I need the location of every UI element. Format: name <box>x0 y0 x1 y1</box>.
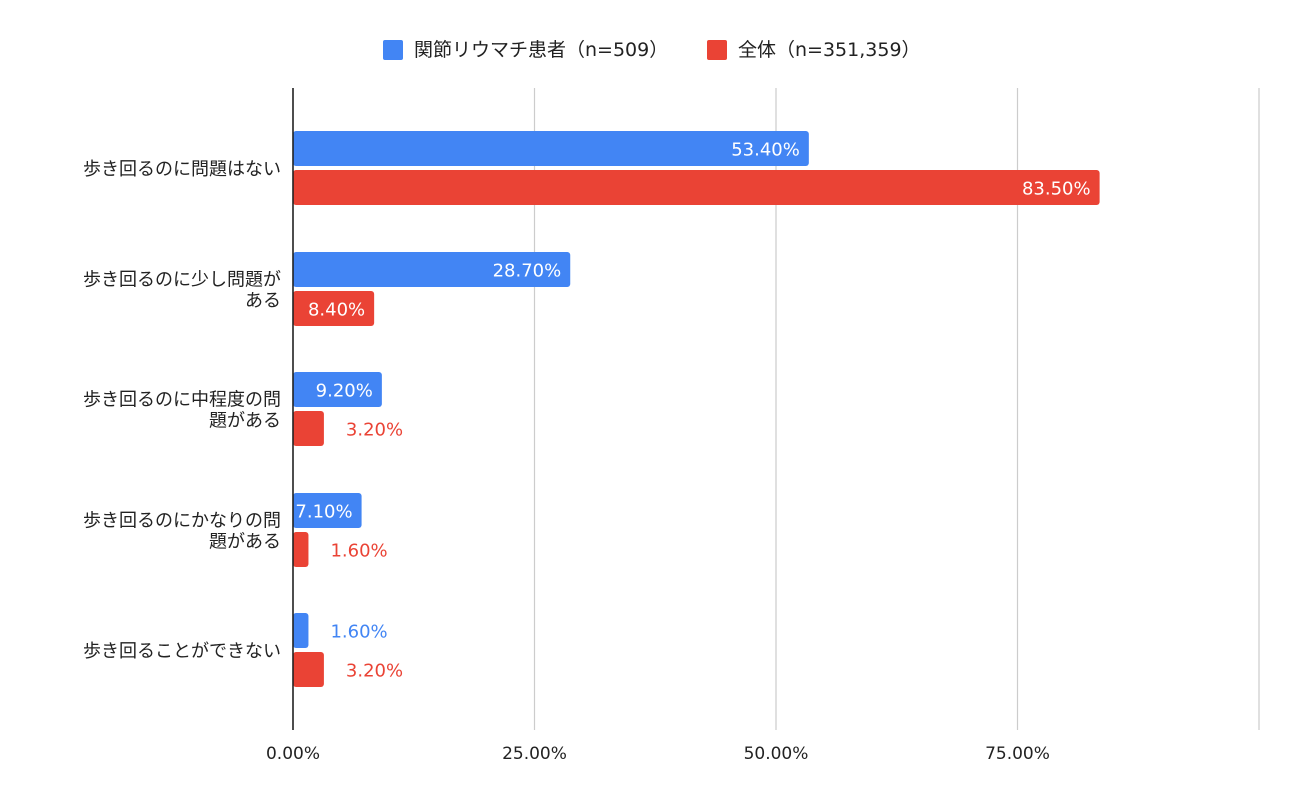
data-label: 83.50% <box>1022 179 1091 200</box>
value-labels: 53.40% 83.50% 28.70% 8.40% 9.20% 3.20% 7.10% 1.… <box>295 140 1090 682</box>
bar <box>293 170 1100 205</box>
x-tick-label: 0.00% <box>266 744 320 764</box>
bar <box>293 613 309 648</box>
bars <box>293 131 1100 687</box>
data-label: 8.40% <box>308 300 365 321</box>
legend-label: 全体（n=351,359） <box>738 39 921 61</box>
category-labels: 歩き回るのに問題はない歩き回るのに少し問題がある歩き回るのに中程度の問題がある歩… <box>83 159 281 662</box>
data-label: 3.20% <box>346 661 403 682</box>
bar <box>293 532 309 567</box>
data-label: 9.20% <box>316 381 373 402</box>
x-axis: 0.00% 25.00% 50.00% 75.00% <box>266 88 1050 764</box>
x-tick-label: 75.00% <box>985 744 1050 764</box>
x-tick-label: 50.00% <box>744 744 809 764</box>
legend-swatch <box>383 40 403 60</box>
data-label: 3.20% <box>346 420 403 441</box>
bar <box>293 291 375 326</box>
legend: 関節リウマチ患者（n=509） 全体（n=351,359） <box>383 39 921 61</box>
bar <box>293 652 324 687</box>
category-label: 歩き回ることができない <box>83 641 281 662</box>
category-label: 歩き回るのに問題はない <box>83 159 281 180</box>
legend-label: 関節リウマチ患者（n=509） <box>414 39 668 61</box>
category-label: 歩き回るのに少し問題がある <box>83 270 281 312</box>
category-label: 歩き回るのに中程度の問題がある <box>83 390 281 432</box>
bar <box>293 493 362 528</box>
bar <box>293 411 324 446</box>
bar <box>293 372 382 407</box>
legend-swatch <box>707 40 727 60</box>
bar <box>293 131 809 166</box>
bar <box>293 252 571 287</box>
data-label: 7.10% <box>295 502 352 523</box>
data-label: 1.60% <box>330 541 387 562</box>
data-label: 53.40% <box>731 140 800 161</box>
data-label: 1.60% <box>330 622 387 643</box>
x-tick-label: 25.00% <box>502 744 567 764</box>
category-label: 歩き回るのにかなりの問題がある <box>83 511 281 553</box>
data-label: 28.70% <box>493 261 562 282</box>
